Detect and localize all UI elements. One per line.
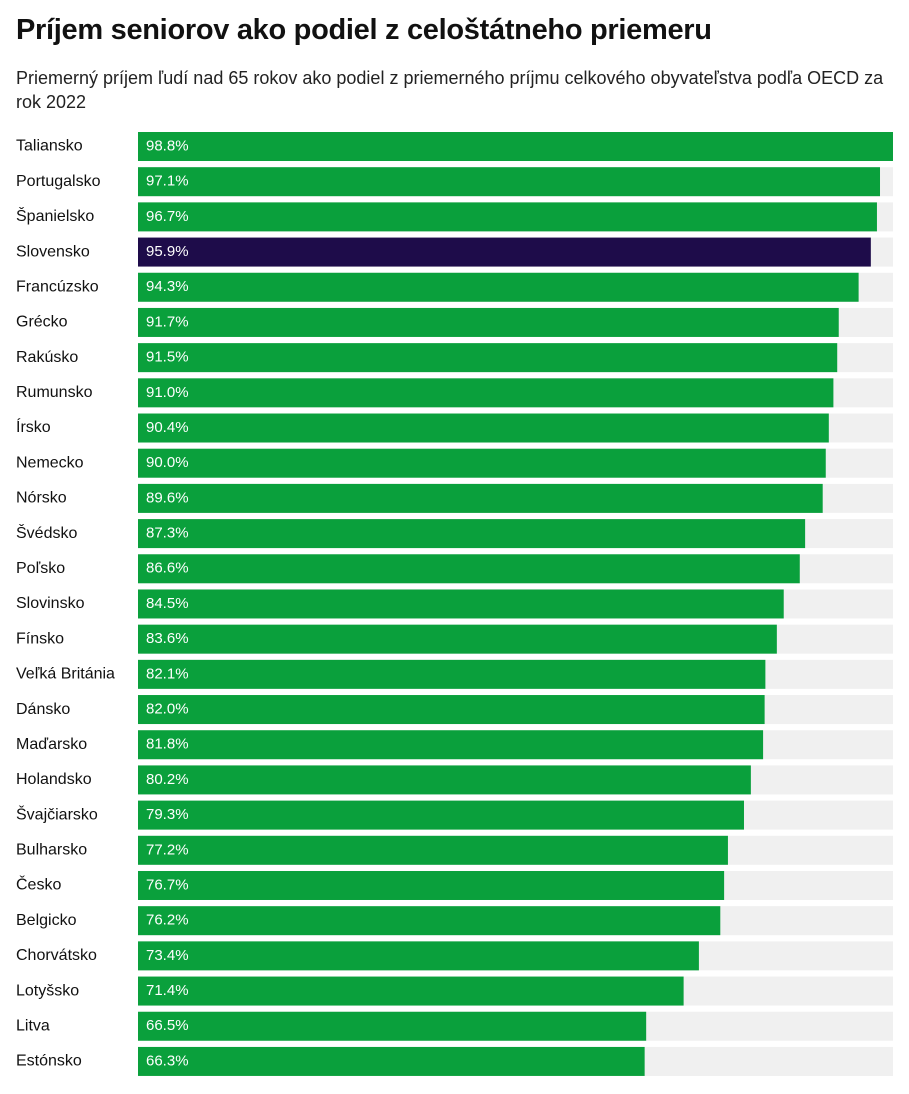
category-label: Belgicko xyxy=(16,912,77,929)
category-label: Írsko xyxy=(16,417,51,436)
value-label: 91.5% xyxy=(146,349,189,366)
value-label: 95.9% xyxy=(146,243,189,260)
category-label: Estónsko xyxy=(16,1053,82,1070)
bar xyxy=(138,659,766,689)
bar xyxy=(138,765,751,795)
value-label: 82.0% xyxy=(146,701,189,718)
value-label: 97.1% xyxy=(146,173,189,190)
category-label: Maďarsko xyxy=(16,736,87,753)
value-label: 76.7% xyxy=(146,876,189,893)
bar xyxy=(138,941,699,971)
bar xyxy=(138,343,838,373)
value-label: 90.4% xyxy=(146,419,189,436)
bar xyxy=(138,695,765,725)
bar xyxy=(138,167,881,197)
value-label: 79.3% xyxy=(146,806,189,823)
value-label: 80.2% xyxy=(146,771,189,788)
value-label: 84.5% xyxy=(146,595,189,612)
chart-subtitle: Priemerný príjem ľudí nad 65 rokov ako p… xyxy=(16,68,884,112)
category-label: Dánsko xyxy=(16,701,70,718)
value-label: 82.1% xyxy=(146,665,189,682)
chart-title: Príjem seniorov ako podiel z celoštátneh… xyxy=(16,14,712,46)
bar xyxy=(138,870,725,900)
category-label: Česko xyxy=(16,875,61,894)
category-label: Litva xyxy=(16,1017,50,1034)
value-label: 81.8% xyxy=(146,736,189,753)
bar xyxy=(138,483,823,513)
bar xyxy=(138,132,893,161)
category-label: Nemecko xyxy=(16,454,84,471)
bar xyxy=(138,835,728,865)
bar xyxy=(138,448,826,478)
category-label: Portugalsko xyxy=(16,173,101,190)
category-label: Fínsko xyxy=(16,630,64,647)
category-label: Lotyšsko xyxy=(16,982,79,999)
bar xyxy=(138,730,764,760)
bar xyxy=(138,378,834,408)
bar xyxy=(138,1046,645,1076)
value-label: 77.2% xyxy=(146,841,189,858)
category-label: Nórsko xyxy=(16,490,67,507)
value-label: 66.5% xyxy=(146,1017,189,1034)
value-label: 83.6% xyxy=(146,630,189,647)
category-label: Francúzsko xyxy=(16,278,99,295)
category-label: Poľsko xyxy=(16,560,65,577)
value-label: 66.3% xyxy=(146,1052,189,1069)
bar xyxy=(138,800,744,830)
category-label: Holandsko xyxy=(16,771,92,788)
value-label: 87.3% xyxy=(146,525,189,542)
bar xyxy=(138,624,777,654)
category-label: Slovensko xyxy=(16,243,90,260)
category-label: Slovinsko xyxy=(16,595,85,612)
category-label: Španielsko xyxy=(16,206,94,225)
bar xyxy=(138,589,784,619)
value-label: 94.3% xyxy=(146,278,189,295)
category-label: Veľká Británia xyxy=(16,666,115,683)
bar xyxy=(138,237,871,267)
bar xyxy=(138,519,806,549)
bar xyxy=(138,554,800,584)
category-label: Rumunsko xyxy=(16,384,93,401)
bar xyxy=(138,307,839,337)
bar xyxy=(138,202,877,232)
value-label: 98.8% xyxy=(146,137,189,154)
category-label: Grécko xyxy=(16,314,68,331)
bar xyxy=(138,413,829,443)
category-label: Švédsko xyxy=(16,523,77,542)
bar xyxy=(138,906,721,936)
category-label: Taliansko xyxy=(16,138,83,155)
category-label: Chorvátsko xyxy=(16,947,97,964)
category-label: Rakúsko xyxy=(16,349,78,366)
value-label: 89.6% xyxy=(146,489,189,506)
category-label: Švajčiarsko xyxy=(16,804,98,823)
bar xyxy=(138,1011,647,1041)
value-label: 91.7% xyxy=(146,313,189,330)
value-label: 90.0% xyxy=(146,454,189,471)
value-label: 91.0% xyxy=(146,384,189,401)
bar xyxy=(138,272,859,302)
value-label: 76.2% xyxy=(146,912,189,929)
value-label: 86.6% xyxy=(146,560,189,577)
value-label: 71.4% xyxy=(146,982,189,999)
bar xyxy=(138,976,684,1006)
value-label: 73.4% xyxy=(146,947,189,964)
value-label: 96.7% xyxy=(146,208,189,225)
category-label: Bulharsko xyxy=(16,842,87,859)
